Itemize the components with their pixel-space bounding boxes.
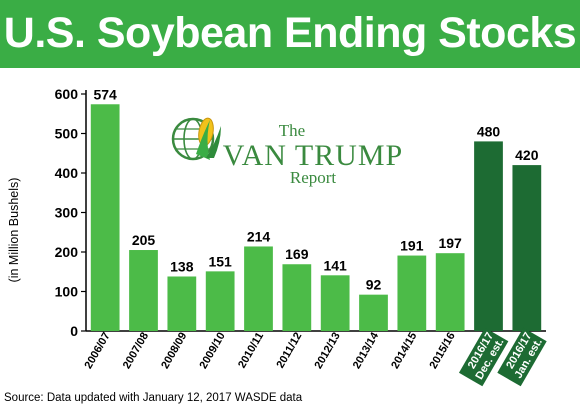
data-label: 197 xyxy=(438,235,462,251)
logo-report: Report xyxy=(290,168,337,187)
y-tick-label: 300 xyxy=(55,205,79,221)
x-tick-label: 2009/10 xyxy=(197,331,227,371)
x-tick-line: 2014/15 xyxy=(389,331,419,371)
logo-the: The xyxy=(279,121,305,140)
x-tick-label: 2008/09 xyxy=(159,331,189,371)
van-trump-logo: The VAN TRUMP Report xyxy=(171,117,403,187)
chart-title: U.S. Soybean Ending Stocks xyxy=(0,0,580,68)
y-tick-label: 600 xyxy=(55,86,79,102)
x-tick-label: 2014/15 xyxy=(389,331,419,371)
data-label: 480 xyxy=(477,123,501,139)
bar xyxy=(129,250,158,331)
x-tick-line: 2008/09 xyxy=(159,331,189,371)
y-axis-label: (in Million Bushels) xyxy=(7,178,21,283)
x-tick-line: 2009/10 xyxy=(197,331,227,371)
x-tick-line: 2015/16 xyxy=(427,331,457,371)
data-labels: 574 205 138 151 214 169 141 92 191 197 480 420 xyxy=(93,86,538,292)
data-label: 574 xyxy=(93,86,117,102)
data-label: 191 xyxy=(400,238,424,254)
data-label: 92 xyxy=(366,277,382,293)
bar xyxy=(167,276,197,331)
x-tick-label: 2007/08 xyxy=(121,331,151,371)
bars xyxy=(90,104,542,331)
logo-name: VAN TRUMP xyxy=(223,139,403,172)
x-axis: 2006/07 2007/08 2008/09 2009/10 2010/11 2011/… xyxy=(82,327,547,387)
y-tick-label: 400 xyxy=(55,165,79,181)
x-tick-label: 2010/11 xyxy=(236,331,266,371)
bar xyxy=(282,264,312,331)
bar xyxy=(359,294,388,331)
chart-area: (in Million Bushels) 0 100 200 300 400 500 600… xyxy=(7,86,547,387)
y-tick-label: 100 xyxy=(55,284,79,300)
data-label: 151 xyxy=(208,253,232,269)
x-tick-line: 2013/14 xyxy=(351,330,382,371)
bar xyxy=(244,246,273,331)
y-tick-label: 500 xyxy=(55,126,79,142)
x-tick-line: 2006/07 xyxy=(82,331,112,371)
x-tick-label: 2006/07 xyxy=(82,331,112,371)
x-tick-label: 2012/13 xyxy=(312,331,342,371)
bar xyxy=(397,255,427,331)
estimate-tick-background xyxy=(497,327,547,387)
data-label: 138 xyxy=(170,258,194,274)
bar xyxy=(205,271,235,331)
x-tick-line: 2011/12 xyxy=(274,331,304,371)
globe-corn-icon xyxy=(171,117,221,161)
x-tick-line: 2010/11 xyxy=(236,331,266,371)
x-tick-label: 2013/14 xyxy=(351,330,382,371)
bar xyxy=(474,141,503,331)
data-label: 169 xyxy=(285,246,309,262)
data-label: 214 xyxy=(247,228,271,244)
data-label: 141 xyxy=(323,257,347,273)
x-tick-line: 2012/13 xyxy=(312,331,342,371)
x-tick-label: 2015/16 xyxy=(427,331,457,371)
bar xyxy=(435,253,465,331)
y-tick-label: 0 xyxy=(70,323,78,339)
y-tick-label: 200 xyxy=(55,244,79,260)
y-axis: 0 100 200 300 400 500 600 xyxy=(55,86,546,339)
bar xyxy=(90,104,120,331)
data-label: 205 xyxy=(132,232,156,248)
source-note: Source: Data updated with January 12, 20… xyxy=(4,392,303,404)
estimate-tick-background xyxy=(458,327,509,387)
bar xyxy=(320,275,350,331)
x-tick-label: 2011/12 xyxy=(274,331,304,371)
data-label: 420 xyxy=(515,147,539,163)
bar xyxy=(512,165,542,331)
x-tick-line: 2007/08 xyxy=(121,331,151,371)
